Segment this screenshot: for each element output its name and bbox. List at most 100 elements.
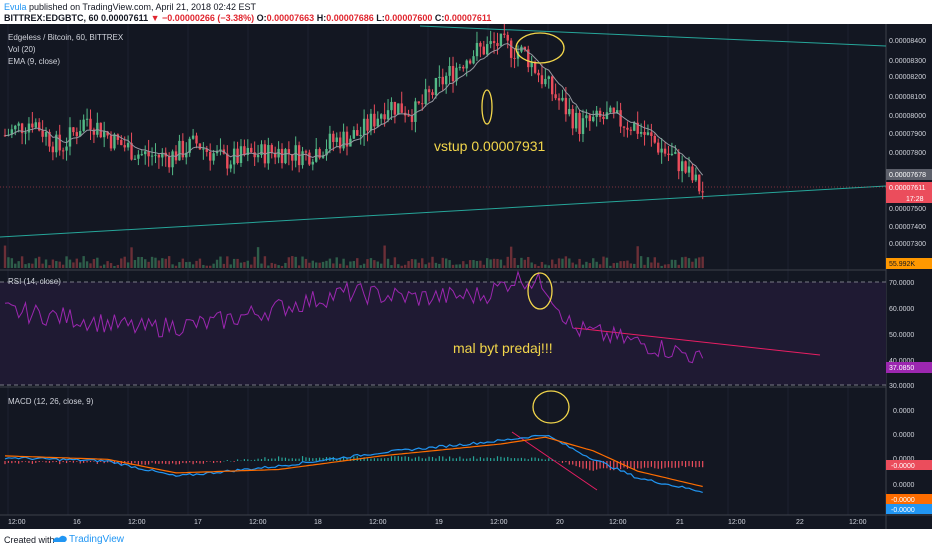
macd-axis[interactable]: 0.0000 0.0000 0.0000 0.0000 [893, 408, 915, 489]
chart-canvas[interactable]: vstup 0.00007931 mal byt predaj!!! Edgel… [0, 24, 932, 529]
resistance-trendline[interactable] [419, 25, 887, 47]
candle-body [14, 125, 17, 130]
volume-bar [301, 256, 304, 268]
macd-hist-bar [199, 461, 201, 464]
macd-hist-bar [62, 461, 64, 463]
volume-bar [253, 256, 256, 268]
volume-bar [530, 262, 533, 268]
volume-bar [65, 256, 68, 268]
macd-hist-bar [52, 461, 54, 463]
time-tick: 19 [435, 519, 443, 526]
candle-body [144, 151, 147, 155]
volume-bar [287, 257, 291, 268]
volume-bar [284, 262, 287, 268]
macd-hist-bar [455, 458, 458, 461]
time-tick: 12:00 [609, 519, 627, 526]
candle-body [475, 42, 479, 57]
volume-bar [85, 261, 89, 268]
author-link[interactable]: Evula [4, 2, 27, 12]
macd-hist-bar [483, 458, 485, 461]
volume-bar [34, 258, 37, 268]
price-axis[interactable]: 0.00008400 0.00008300 0.00008200 0.00008… [889, 38, 926, 248]
support-trendline[interactable] [0, 185, 887, 238]
candle-body [75, 132, 79, 137]
tradingview-logo-icon[interactable] [52, 533, 68, 545]
macd-hist-bar [589, 461, 591, 471]
candle-body [568, 108, 571, 115]
sell-annotation[interactable]: mal byt predaj!!! [453, 340, 553, 356]
publish-info: published on TradingView.com, April 21, … [29, 2, 257, 12]
volume-bar [376, 261, 379, 268]
candle-body [212, 153, 215, 161]
volume-bar [684, 256, 687, 268]
time-tick: 21 [676, 519, 684, 526]
time-axis[interactable]: 12:00 16 12:00 17 12:00 18 12:00 19 12:0… [8, 519, 867, 526]
volume-bar [144, 259, 147, 268]
time-tick: 12:00 [8, 519, 26, 526]
candle-body [523, 46, 527, 50]
entry-annotation[interactable]: vstup 0.00007931 [434, 138, 546, 154]
volume-bar [458, 264, 462, 268]
candle-body [147, 151, 150, 157]
candle-body [17, 123, 20, 126]
candle-body [369, 113, 373, 131]
volume-bar [564, 256, 568, 268]
volume-bar [297, 265, 301, 268]
volume-bar [544, 264, 547, 268]
macd-hist-bar [79, 461, 81, 464]
price-tick: 0.00008000 [889, 113, 926, 120]
macd-divergence-line[interactable] [511, 431, 598, 491]
symbol-label: BITTREX:EDGBTC, 60 [4, 13, 99, 23]
volume-bar [667, 264, 670, 268]
volume-bar [349, 261, 352, 268]
candle-body [229, 164, 232, 169]
candle-body [390, 101, 393, 111]
volume-bar [38, 256, 41, 268]
macd-hist-bar [445, 458, 447, 461]
macd-badge [886, 504, 932, 514]
chart-area[interactable]: vstup 0.00007931 mal byt predaj!!! Edgel… [0, 24, 932, 529]
volume-bar [383, 245, 386, 268]
volume-bar [650, 262, 653, 268]
entry-highlight-ellipse[interactable] [481, 89, 493, 125]
candle-body [373, 113, 376, 127]
volume-bar [674, 259, 677, 268]
volume-bar [451, 264, 455, 268]
macd-hist-bar [647, 461, 649, 468]
volume-bar [75, 258, 79, 268]
volume-bar [462, 261, 465, 268]
candle-body [660, 148, 663, 153]
macd-hist-bar [691, 461, 694, 467]
volume-bar [520, 257, 523, 268]
candle-body [205, 148, 208, 152]
volume-bar [31, 263, 34, 268]
candle-body [198, 143, 202, 150]
peak-highlight-ellipse[interactable] [515, 32, 565, 64]
macd-hist-bar [643, 461, 646, 468]
candle-body [270, 145, 273, 153]
macd-hist-bar [55, 461, 57, 463]
candle-body [188, 138, 191, 153]
price-tick: 0.00007500 [889, 206, 926, 213]
macd-hist-bar [83, 461, 85, 463]
macd-highlight-ellipse[interactable] [532, 390, 570, 424]
volume-bar [479, 260, 482, 268]
macd-tick: 0.0000 [893, 408, 915, 415]
candle-body [458, 66, 462, 68]
macd-hist-bar [301, 456, 304, 461]
macd-hist-bar [103, 461, 105, 464]
price-tick: 0.00007900 [889, 131, 926, 138]
candle-body [571, 108, 574, 129]
volume-bar [335, 257, 338, 268]
volume-bar [393, 257, 397, 268]
candle-body [650, 132, 653, 136]
tradingview-link[interactable]: TradingView [69, 534, 125, 545]
candle-body [489, 41, 492, 45]
rsi-axis[interactable]: 70.0000 60.0000 50.0000 40.0000 30.0000 [889, 280, 914, 390]
macd-hist-bar [353, 456, 355, 461]
rsi-highlight-ellipse[interactable] [527, 272, 553, 310]
candle-body [280, 148, 284, 164]
macd-hist-bar [377, 458, 379, 461]
candle-body [386, 110, 390, 120]
down-arrow-icon: ▼ [150, 13, 160, 23]
